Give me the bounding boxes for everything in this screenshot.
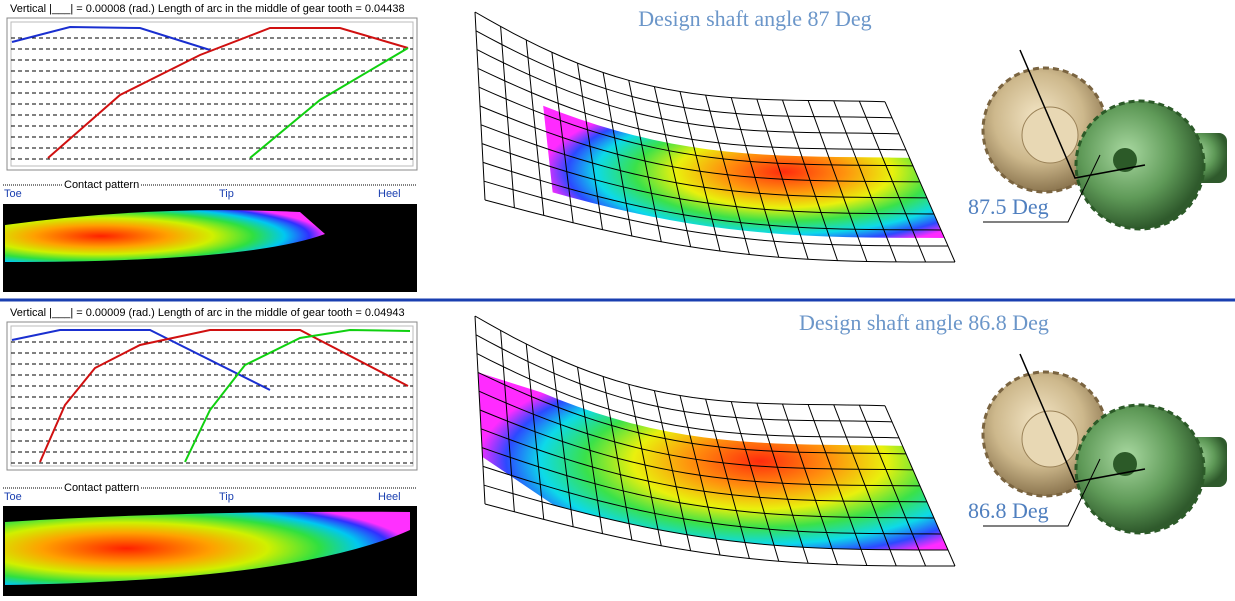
grid-line — [478, 390, 914, 471]
green-hub — [1113, 148, 1137, 172]
grid-line — [474, 11, 886, 103]
grid-line — [478, 86, 914, 167]
grid-line — [474, 315, 886, 407]
graph-area — [10, 325, 414, 467]
angle-label: 87.5 Deg — [968, 194, 1049, 219]
grid-line — [480, 124, 928, 199]
grid-line — [484, 199, 956, 263]
curve-green — [249, 47, 409, 159]
green-hub — [1113, 452, 1137, 476]
grid-line — [479, 409, 921, 487]
pattern-blob — [5, 511, 410, 585]
grid-line — [475, 30, 893, 119]
toe-label: Toe — [4, 491, 22, 503]
curve-green — [184, 328, 411, 463]
tip-label: Tip — [219, 491, 234, 503]
pattern-label-bg — [62, 481, 140, 493]
green-gear — [1074, 403, 1206, 535]
heel-label: Heel — [378, 188, 401, 200]
grid-line — [482, 161, 942, 231]
grid-line — [477, 371, 907, 455]
grid-line — [481, 447, 935, 519]
tan-hub — [1021, 410, 1079, 468]
grid-line — [482, 465, 942, 535]
pattern-label: Contact pattern — [64, 482, 139, 494]
callout — [983, 458, 1101, 527]
axis-lines — [1019, 49, 1146, 179]
tan-hub — [1021, 106, 1079, 164]
curve-red — [39, 329, 409, 463]
tip-label: Tip — [219, 188, 234, 200]
graph-frame — [6, 321, 418, 471]
grid-line — [483, 484, 949, 551]
grid-line — [484, 503, 956, 567]
graph-frame — [6, 17, 418, 171]
grid-line — [477, 67, 907, 151]
pattern-label-bg — [62, 178, 140, 190]
contact-area — [543, 105, 945, 238]
pattern-blob — [5, 210, 325, 262]
curve-blue — [11, 329, 271, 391]
grid-line — [476, 353, 900, 439]
curve-red — [47, 27, 409, 159]
graph-area — [10, 21, 414, 167]
graph-header: Vertical |___| = 0.00008 (rad.) Length o… — [10, 3, 405, 15]
angle-label: 86.8 Deg — [968, 498, 1049, 523]
grid-line — [479, 105, 921, 183]
shaft-title: Design shaft angle 86.8 Deg — [799, 310, 1049, 335]
grid-line — [480, 428, 928, 503]
grid-line — [483, 180, 949, 247]
pattern-label: Contact pattern — [64, 179, 139, 191]
curve-blue — [11, 25, 211, 51]
axis-lines — [1019, 353, 1146, 483]
grid-line — [481, 143, 935, 215]
green-gear — [1074, 99, 1206, 231]
shaft-title: Design shaft angle 87 Deg — [638, 6, 871, 31]
graph-header: Vertical |___| = 0.00009 (rad.) Length o… — [10, 307, 405, 319]
heel-label: Heel — [378, 491, 401, 503]
callout — [983, 154, 1101, 223]
toe-label: Toe — [4, 188, 22, 200]
grid-line — [475, 334, 893, 423]
grid-line — [476, 49, 900, 135]
